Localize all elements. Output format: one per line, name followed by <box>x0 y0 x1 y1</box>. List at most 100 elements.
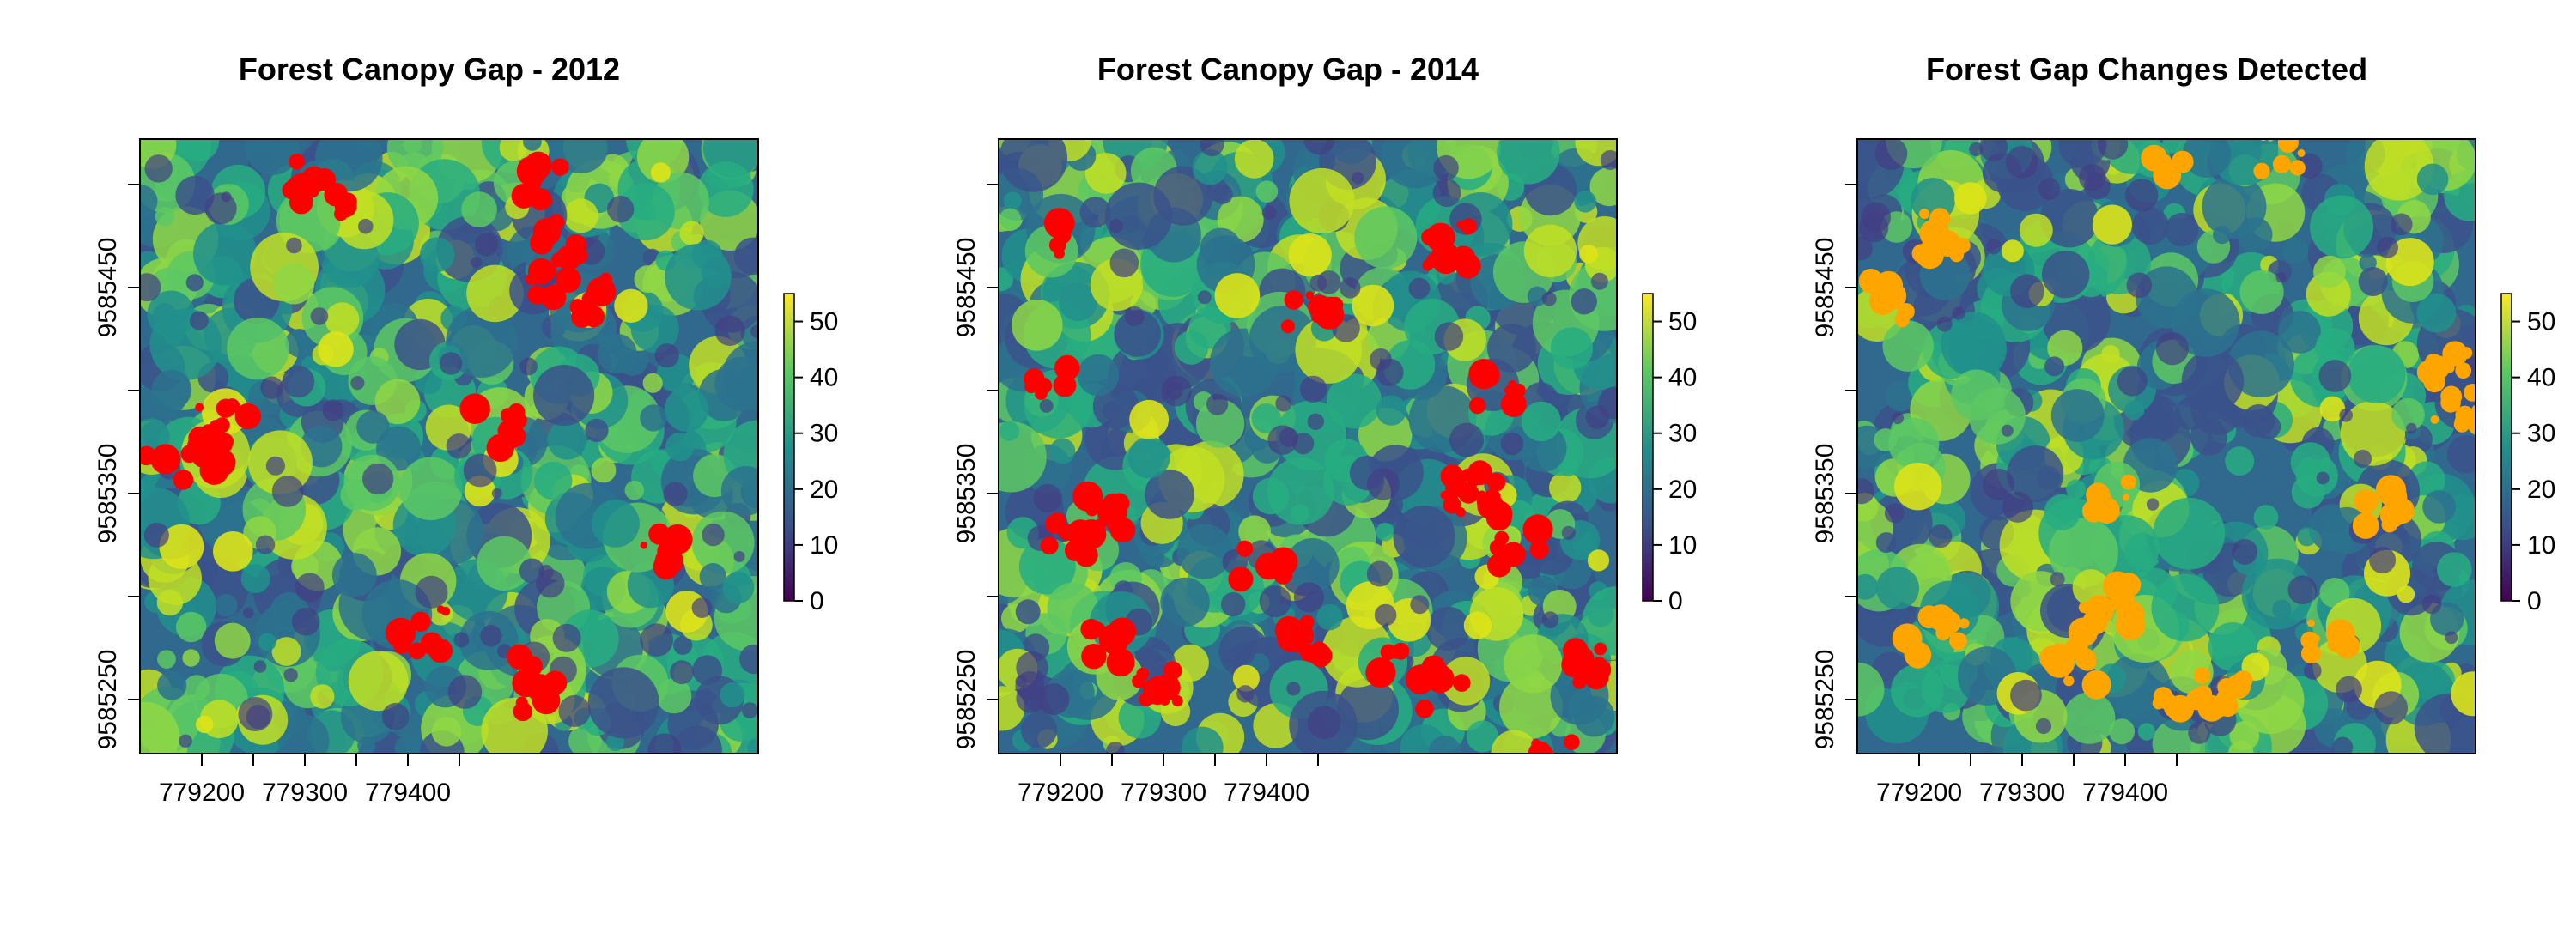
x-tick-label: 779300 <box>262 779 348 807</box>
panel-title: Forest Gap Changes Detected <box>1925 52 2368 87</box>
gap-patch <box>519 671 545 698</box>
tree-crown <box>2347 345 2406 403</box>
gap-patch <box>195 403 204 412</box>
low-canopy <box>519 357 538 376</box>
low-canopy <box>453 632 470 648</box>
gap-patch <box>1522 514 1553 545</box>
tree-crown <box>2153 497 2226 570</box>
low-canopy <box>358 218 374 234</box>
tree-crown <box>1238 515 1271 548</box>
tall-crown <box>2092 204 2132 245</box>
gap-patch <box>518 645 526 654</box>
low-canopy <box>1929 524 1953 548</box>
low-canopy <box>1561 525 1576 540</box>
gap-patch <box>1080 618 1102 640</box>
low-canopy <box>447 675 483 709</box>
low-canopy <box>1307 413 1324 430</box>
low-canopy <box>654 343 679 368</box>
tall-crown <box>2319 396 2346 422</box>
gap-patch <box>555 267 581 293</box>
panel-title: Forest Canopy Gap - 2014 <box>1097 52 1479 87</box>
tree-crown <box>2225 446 2255 476</box>
gap-patch <box>1565 654 1581 670</box>
tree-crown <box>2007 445 2064 503</box>
gap-patch <box>1410 676 1419 685</box>
tree-crown <box>285 329 314 358</box>
tree-crown <box>1504 634 1563 694</box>
gap-patch <box>1455 507 1466 518</box>
tree-crown <box>436 215 503 282</box>
low-canopy <box>471 257 483 269</box>
gap-patch <box>2063 675 2075 687</box>
low-canopy <box>1299 375 1327 403</box>
gap-patch <box>221 440 233 452</box>
gap-patch <box>1062 359 1070 367</box>
tree-crown <box>699 563 726 591</box>
low-canopy <box>1206 393 1229 415</box>
tree-crown <box>1885 380 1917 412</box>
tall-crown <box>2385 238 2434 287</box>
tree-crown <box>1316 603 1343 631</box>
tree-crown <box>2227 330 2294 398</box>
map-figure: 779200 779300 779400 9585250 9585350 9585450 0… <box>952 138 1697 807</box>
x-tick-label: 779400 <box>2082 779 2168 807</box>
gap-patch <box>459 393 490 425</box>
gap-patch <box>509 411 527 429</box>
tree-crown <box>1857 573 1879 600</box>
gap-patch <box>2354 489 2379 513</box>
tree-crown <box>140 185 158 217</box>
tree-crown <box>431 716 462 747</box>
low-canopy <box>1109 248 1139 278</box>
low-canopy <box>1016 651 1048 684</box>
tree-crown <box>1425 606 1471 651</box>
gap-patch <box>1500 391 1527 417</box>
tree-crown <box>1549 471 1582 504</box>
tree-crown <box>157 650 176 669</box>
tree-crown <box>1059 282 1097 322</box>
gap-patch <box>1228 566 1254 592</box>
tree-crown <box>1018 537 1076 595</box>
gap-patch <box>528 176 542 191</box>
tall-crown <box>2451 671 2476 717</box>
gap-patch <box>440 606 451 616</box>
tree-crown <box>2063 692 2116 744</box>
low-canopy <box>733 551 745 562</box>
low-canopy <box>1541 611 1559 628</box>
low-canopy <box>714 315 745 346</box>
gap-patch <box>1440 464 1464 488</box>
tree-crown <box>2101 344 2120 364</box>
low-canopy <box>1434 322 1464 351</box>
gap-patch <box>2253 162 2270 179</box>
tree-crown <box>2340 401 2405 466</box>
tree-crown <box>1020 712 1058 748</box>
gap-patch <box>1564 734 1580 750</box>
low-canopy <box>1370 348 1392 371</box>
tree-crown <box>664 387 709 432</box>
low-canopy <box>243 607 254 619</box>
low-canopy <box>2287 575 2318 605</box>
legend-tick-label: 0 <box>810 587 824 615</box>
gap-patch <box>410 611 431 632</box>
tree-crown <box>461 191 497 227</box>
tree-crown <box>2391 397 2425 432</box>
low-canopy <box>2318 360 2352 392</box>
tree-crown <box>258 633 276 651</box>
gap-patch <box>1461 468 1474 482</box>
low-canopy <box>439 352 463 375</box>
gap-patch <box>1422 259 1434 271</box>
tree-crown <box>665 244 732 311</box>
tree-crown <box>155 206 175 227</box>
low-canopy <box>1366 560 1393 587</box>
low-canopy <box>1892 412 1904 425</box>
tree-crown <box>2044 356 2064 377</box>
low-canopy <box>463 453 497 488</box>
low-canopy <box>1541 291 1557 306</box>
tall-crown <box>1232 664 1260 692</box>
low-canopy <box>2010 679 2042 712</box>
tree-crown <box>2282 237 2309 264</box>
legend-tick-label: 10 <box>810 531 838 560</box>
tall-crown <box>196 715 214 734</box>
tree-crown <box>999 139 1068 192</box>
tree-crown <box>1181 726 1224 754</box>
low-canopy <box>2316 471 2330 485</box>
